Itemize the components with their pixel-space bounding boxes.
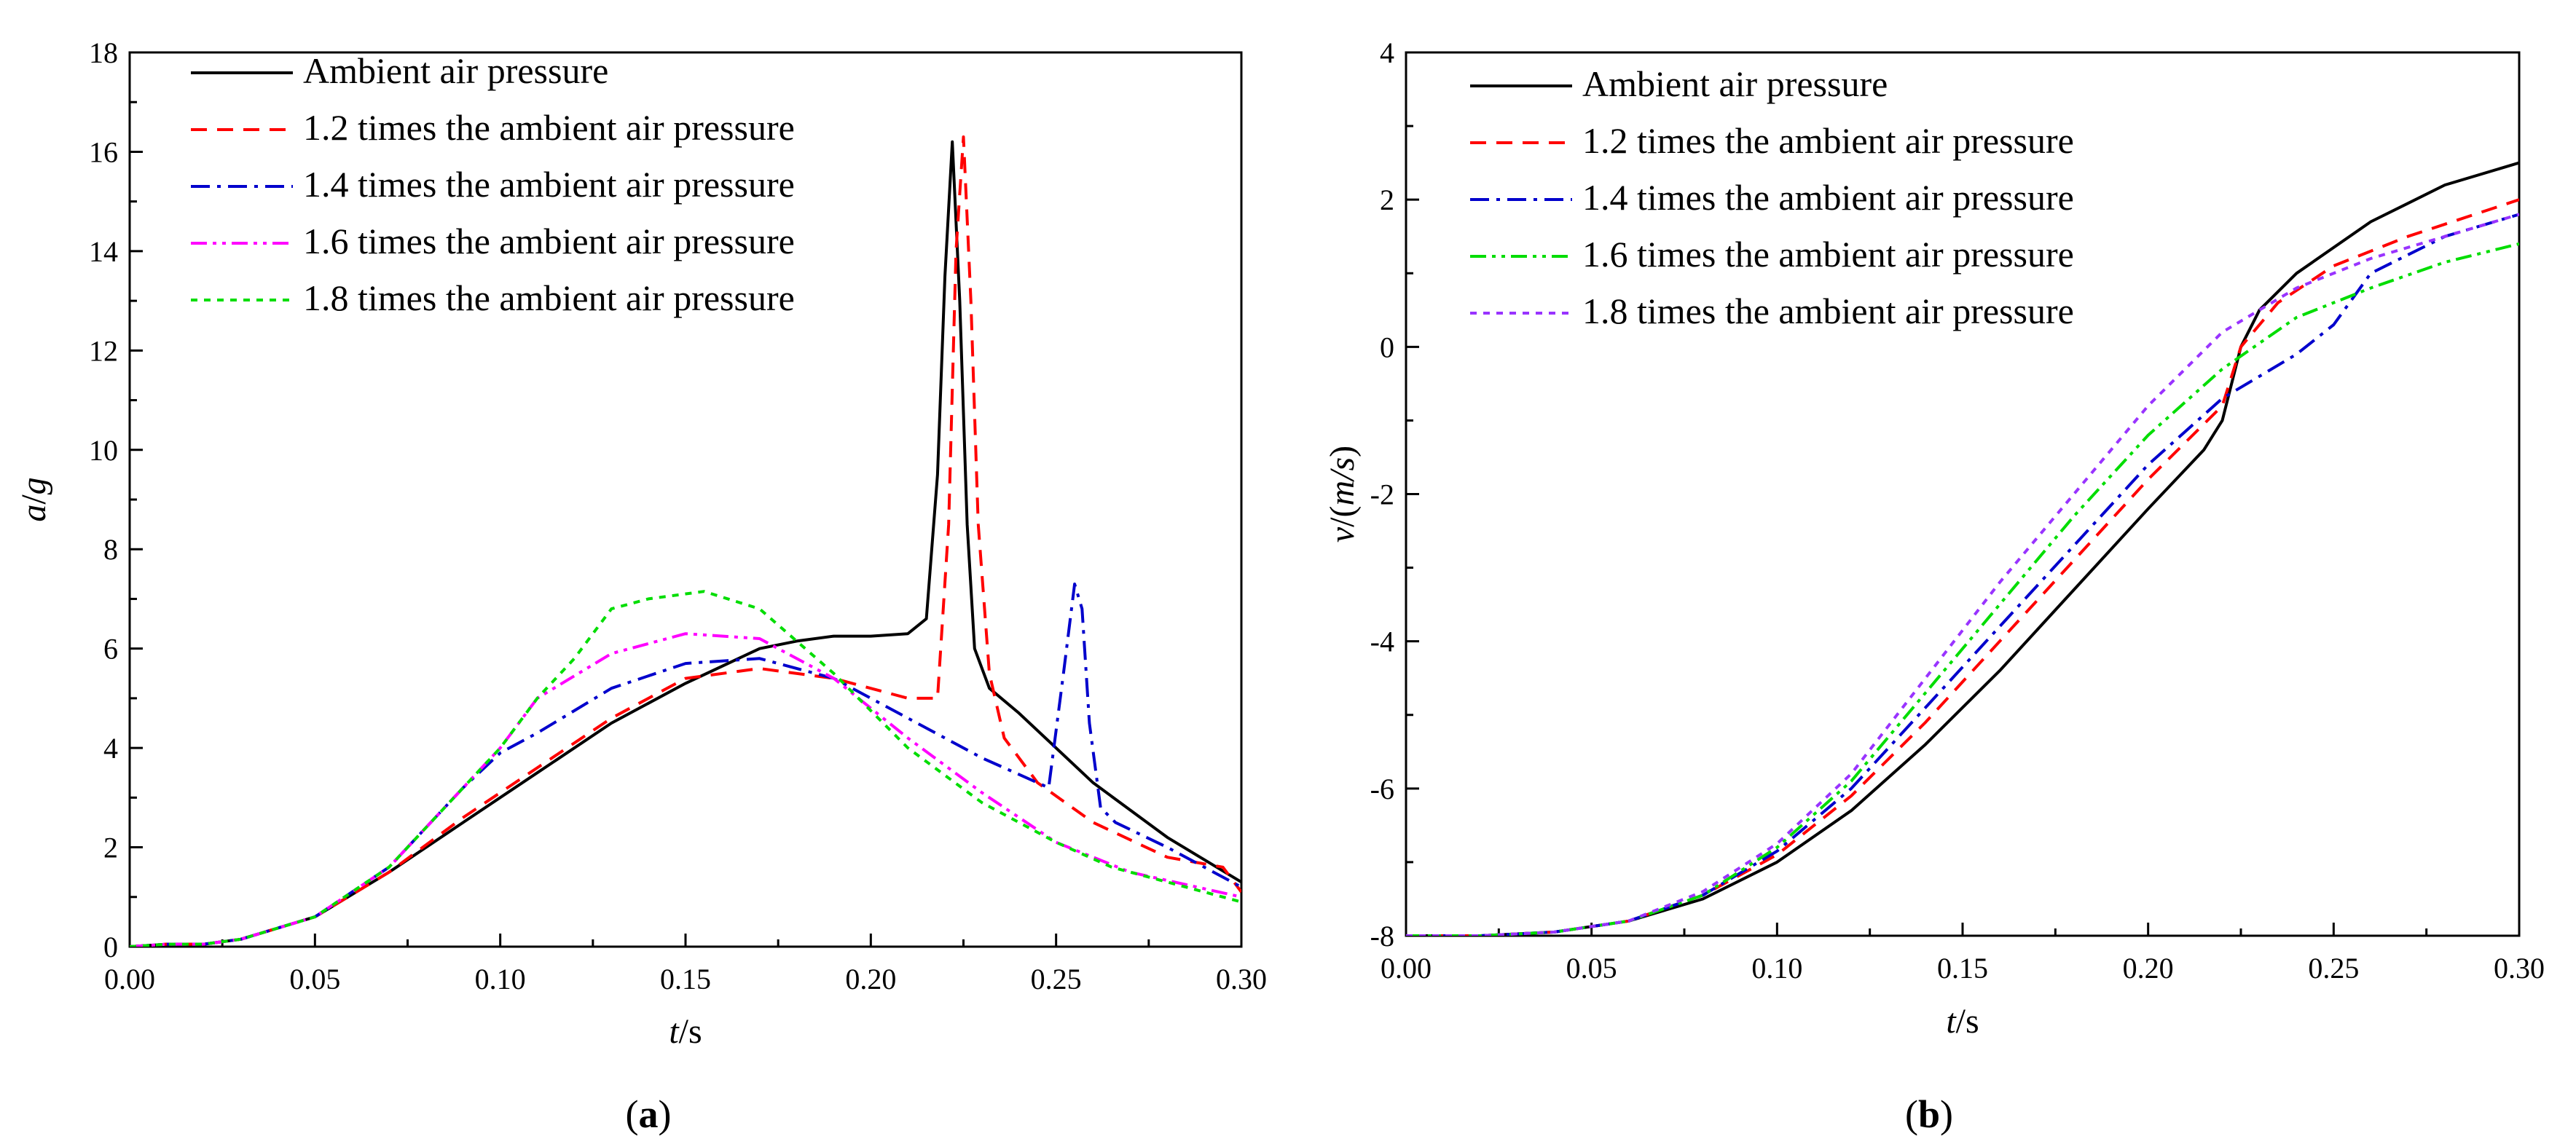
panel-a-series-line-2 — [130, 135, 1241, 947]
panel-a-y-axis-title-unit: g — [15, 477, 53, 494]
panel-a-x-tick-label: 0.20 — [845, 963, 896, 995]
panel-a-x-tick-label: 0.30 — [1216, 963, 1267, 995]
panel-a-x-tick-label: 0.15 — [660, 963, 711, 995]
panel-b-y-tick-label: 4 — [1380, 36, 1394, 69]
panel-b-series-line-5 — [1406, 213, 2519, 936]
panel-b-legend-label-5: 1.8 times the ambient air pressure — [1582, 291, 2074, 331]
panel-a-x-tick-label: 0.25 — [1031, 963, 1082, 995]
panel-b-y-tick-label: -2 — [1370, 478, 1394, 511]
panel-b-y-tick-label: -6 — [1370, 773, 1394, 805]
panel-b-x-axis-title-unit: /s — [1956, 1002, 1979, 1041]
panel-b-series-line-4 — [1406, 242, 2519, 936]
panel-b-chart: 0.00 0.05 0.10 0.15 0.20 0.25 0.30 -8 -6 -4 -2 0 2 4 t… — [1323, 36, 2545, 1136]
panel-a-series-group — [130, 135, 1241, 947]
panel-a-x-tick-label: 0.00 — [104, 963, 155, 995]
panel-a-y-axis-title-var: a — [15, 505, 53, 522]
panel-a-series-line-5 — [130, 590, 1241, 947]
panel-a-legend-label-5: 1.8 times the ambient air pressure — [303, 277, 795, 318]
panel-b-y-axis-title-var: v — [1323, 526, 1362, 543]
panel-a-panel-label-close: ) — [659, 1092, 672, 1136]
panel-a-legend-label-3: 1.4 times the ambient air pressure — [303, 164, 795, 205]
panel-b-panel-label-close: ) — [1940, 1092, 1953, 1136]
panel-b-y-axis-title: v/(m/s) — [1323, 446, 1362, 543]
panel-a-y-axis-title-sep: / — [15, 494, 53, 505]
panel-b-panel-label-letter: b — [1918, 1092, 1940, 1136]
panel-b-x-tick-label: 0.20 — [2123, 952, 2174, 985]
panel-a-panel-label-open: ( — [626, 1092, 639, 1136]
panel-b-panel-label-open: ( — [1905, 1092, 1918, 1136]
panel-b-legend-label-4: 1.6 times the ambient air pressure — [1582, 234, 2074, 275]
panel-b-y-tick-label: -8 — [1370, 920, 1394, 952]
panel-b-y-axis-title-close: ) — [1323, 446, 1362, 457]
panel-b-panel-label: (b) — [1905, 1092, 1953, 1136]
panel-b-x-tick-label: 0.15 — [1937, 952, 1988, 985]
panel-a-y-tick-label: 14 — [89, 235, 118, 268]
panel-a-y-axis-title: a/g — [15, 477, 53, 521]
panel-b-x-tick-label: 0.30 — [2494, 952, 2545, 985]
panel-b-y-axis-title-unit: m/s — [1323, 457, 1362, 506]
panel-b-x-tick-label: 0.05 — [1566, 952, 1617, 985]
panel-a-x-axis-title-unit: /s — [679, 1012, 702, 1051]
panel-a-chart: 0.00 0.05 0.10 0.15 0.20 0.25 0.30 0 2 4 6 8 10 12 14 1… — [15, 36, 1267, 1136]
panel-a-y-tick-label: 6 — [103, 633, 118, 666]
panel-b-legend-label-2: 1.2 times the ambient air pressure — [1582, 120, 2074, 161]
panel-a-y-tick-label: 0 — [103, 931, 118, 963]
panel-b-x-tick-label: 0.25 — [2308, 952, 2359, 985]
panel-a-y-tick-label: 4 — [103, 732, 118, 765]
panel-a-legend-label-4: 1.6 times the ambient air pressure — [303, 221, 795, 261]
panel-a-y-tick-label: 8 — [103, 533, 118, 566]
panel-a-legend-label-1: Ambient air pressure — [303, 50, 608, 91]
panel-a-y-tick-label: 18 — [89, 36, 118, 69]
panel-b-series-line-1 — [1406, 161, 2519, 936]
panel-a-x-tick-label: 0.10 — [475, 963, 526, 995]
panel-b-y-tick-label: 2 — [1380, 184, 1394, 216]
panel-a-y-tick-label: 16 — [89, 135, 118, 168]
panel-a-x-tick-label: 0.05 — [289, 963, 340, 995]
panel-b-x-tick-label: 0.10 — [1751, 952, 1802, 985]
panel-b-y-axis-title-sep: /( — [1323, 506, 1362, 527]
panel-b-legend-label-1: Ambient air pressure — [1582, 63, 1888, 104]
panel-a-y-tick-label: 10 — [89, 434, 118, 467]
panel-b-x-axis-title-var: t — [1946, 1002, 1957, 1041]
panel-a-y-tick-label: 2 — [103, 832, 118, 864]
panel-a-series-line-4 — [130, 632, 1241, 947]
panel-a-series-line-1 — [130, 140, 1241, 947]
panel-a-panel-label-letter: a — [639, 1092, 659, 1136]
panel-a-legend-label-2: 1.2 times the ambient air pressure — [303, 107, 795, 148]
panel-a-x-axis-title-var: t — [669, 1012, 680, 1051]
panel-b-y-tick-label: -4 — [1370, 626, 1394, 658]
panel-a-y-tick-label: 12 — [89, 334, 118, 367]
panel-b-legend-label-3: 1.4 times the ambient air pressure — [1582, 177, 2074, 218]
panel-a-x-axis-title: t/s — [669, 1012, 702, 1051]
panel-b-y-tick-label: 0 — [1380, 331, 1394, 363]
panel-b-x-tick-label: 0.00 — [1381, 952, 1432, 985]
panel-b-x-axis-title: t/s — [1946, 1002, 1979, 1041]
panel-a-panel-label: (a) — [626, 1092, 672, 1136]
panel-b-series-group — [1406, 161, 2519, 936]
